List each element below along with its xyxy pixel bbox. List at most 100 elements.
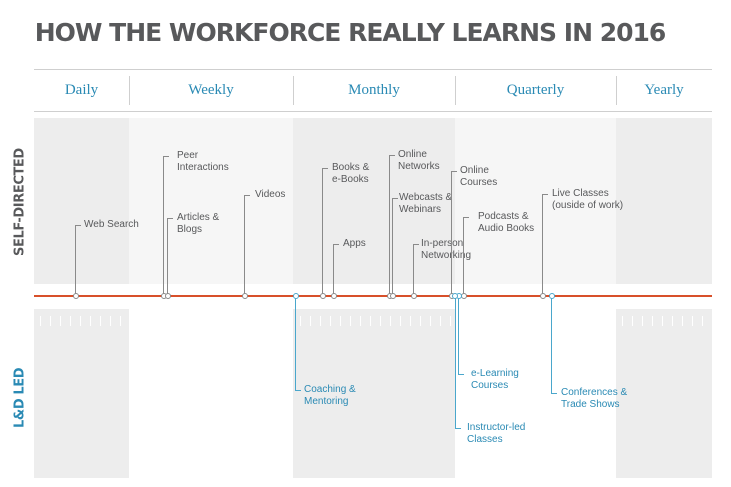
item-stem bbox=[163, 156, 164, 295]
frequency-quarterly: Quarterly bbox=[506, 82, 565, 98]
ld-led-label: L&D LED bbox=[12, 367, 28, 429]
item-stem bbox=[389, 155, 390, 295]
dash-mark bbox=[652, 316, 653, 326]
dash-mark bbox=[692, 316, 693, 326]
dash-mark bbox=[120, 316, 121, 326]
band-weekly-self bbox=[129, 118, 293, 284]
dash-mark bbox=[40, 316, 41, 326]
item-conferences-trade-shows: Conferences & Trade Shows bbox=[561, 387, 628, 410]
dash-mark bbox=[390, 316, 391, 326]
item-stem bbox=[295, 297, 296, 390]
item-stem bbox=[551, 297, 552, 393]
header-separator bbox=[455, 76, 456, 105]
item-tick bbox=[322, 168, 328, 169]
dash-mark bbox=[370, 316, 371, 326]
item-online-networks: Online Networks bbox=[398, 149, 440, 172]
item-tick bbox=[389, 155, 395, 156]
item-tick bbox=[163, 156, 169, 157]
item-stem bbox=[463, 217, 464, 295]
band-yearly-self bbox=[616, 118, 712, 284]
frequency-monthly: Monthly bbox=[348, 82, 400, 98]
dash-mark bbox=[360, 316, 361, 326]
item-online-courses: Online Courses bbox=[460, 165, 498, 188]
item-videos: Videos bbox=[255, 189, 286, 200]
header-separator bbox=[129, 76, 130, 105]
item-tick bbox=[542, 194, 548, 195]
item-tick bbox=[295, 390, 301, 391]
item-dot bbox=[242, 293, 248, 299]
item-dot bbox=[390, 293, 396, 299]
item-elearning-courses: e-Learning Courses bbox=[471, 368, 519, 391]
dash-mark bbox=[380, 316, 381, 326]
item-dot bbox=[165, 293, 171, 299]
item-stem bbox=[244, 195, 245, 295]
item-coaching-mentoring: Coaching & Mentoring bbox=[304, 384, 356, 407]
item-instructor-led-classes: Instructor-led Classes bbox=[467, 422, 526, 445]
dash-mark bbox=[70, 316, 71, 326]
timeline-axis bbox=[34, 295, 712, 297]
item-dot bbox=[73, 293, 79, 299]
dash-mark bbox=[330, 316, 331, 326]
dash-mark bbox=[320, 316, 321, 326]
band-yearly-ld bbox=[616, 309, 712, 478]
item-stem bbox=[392, 198, 393, 295]
dash-mark bbox=[310, 316, 311, 326]
dash-mark bbox=[440, 316, 441, 326]
dash-mark bbox=[662, 316, 663, 326]
item-dot bbox=[452, 293, 458, 299]
item-webcasts-webinars: Webcasts & Webinars bbox=[399, 192, 453, 215]
dash-mark bbox=[702, 316, 703, 326]
item-tick bbox=[455, 428, 461, 429]
item-in-person-networking: In-person Networking bbox=[421, 238, 472, 261]
item-live-classes: Live Classes (ouside of work) bbox=[552, 188, 624, 211]
dash-mark bbox=[100, 316, 101, 326]
header-separator bbox=[293, 76, 294, 105]
item-tick bbox=[244, 195, 250, 196]
dash-mark bbox=[60, 316, 61, 326]
dash-mark bbox=[682, 316, 683, 326]
dash-mark bbox=[350, 316, 351, 326]
dash-mark bbox=[420, 316, 421, 326]
item-podcasts-audiobooks: Podcasts & Audio Books bbox=[478, 211, 535, 234]
header-top-divider bbox=[34, 69, 712, 70]
item-dot bbox=[549, 293, 555, 299]
item-books-ebooks: Books & e-Books bbox=[332, 162, 370, 185]
dash-mark bbox=[672, 316, 673, 326]
item-tick bbox=[551, 393, 557, 394]
item-stem bbox=[322, 168, 323, 295]
dash-mark bbox=[410, 316, 411, 326]
item-dot bbox=[540, 293, 546, 299]
item-tick bbox=[413, 244, 419, 245]
frequency-yearly: Yearly bbox=[644, 82, 684, 98]
item-stem bbox=[455, 297, 456, 428]
item-dot bbox=[293, 293, 299, 299]
item-dot bbox=[320, 293, 326, 299]
item-stem bbox=[333, 244, 334, 295]
dash-mark bbox=[340, 316, 341, 326]
header-bottom-divider bbox=[34, 111, 712, 112]
item-stem bbox=[542, 194, 543, 295]
dash-mark bbox=[300, 316, 301, 326]
item-stem bbox=[458, 297, 459, 374]
band-quarterly-ld bbox=[455, 309, 616, 478]
dash-mark bbox=[90, 316, 91, 326]
item-tick bbox=[451, 171, 457, 172]
item-tick bbox=[463, 217, 469, 218]
item-stem bbox=[167, 218, 168, 295]
frequency-daily: Daily bbox=[64, 82, 99, 98]
page-title: HOW THE WORKFORCE REALLY LEARNS IN 2016 bbox=[34, 18, 667, 47]
item-tick bbox=[75, 225, 81, 226]
dash-mark bbox=[400, 316, 401, 326]
dash-mark bbox=[430, 316, 431, 326]
item-articles-blogs: Articles & Blogs bbox=[177, 212, 220, 235]
band-weekly-ld bbox=[129, 309, 293, 478]
dash-mark bbox=[622, 316, 623, 326]
item-dot bbox=[411, 293, 417, 299]
band-daily-self bbox=[34, 118, 129, 284]
band-quarterly-self bbox=[455, 118, 616, 284]
band-monthly-self bbox=[293, 118, 455, 284]
item-web-search: Web Search bbox=[84, 219, 139, 230]
dash-mark bbox=[110, 316, 111, 326]
item-tick bbox=[333, 244, 339, 245]
item-dot bbox=[331, 293, 337, 299]
